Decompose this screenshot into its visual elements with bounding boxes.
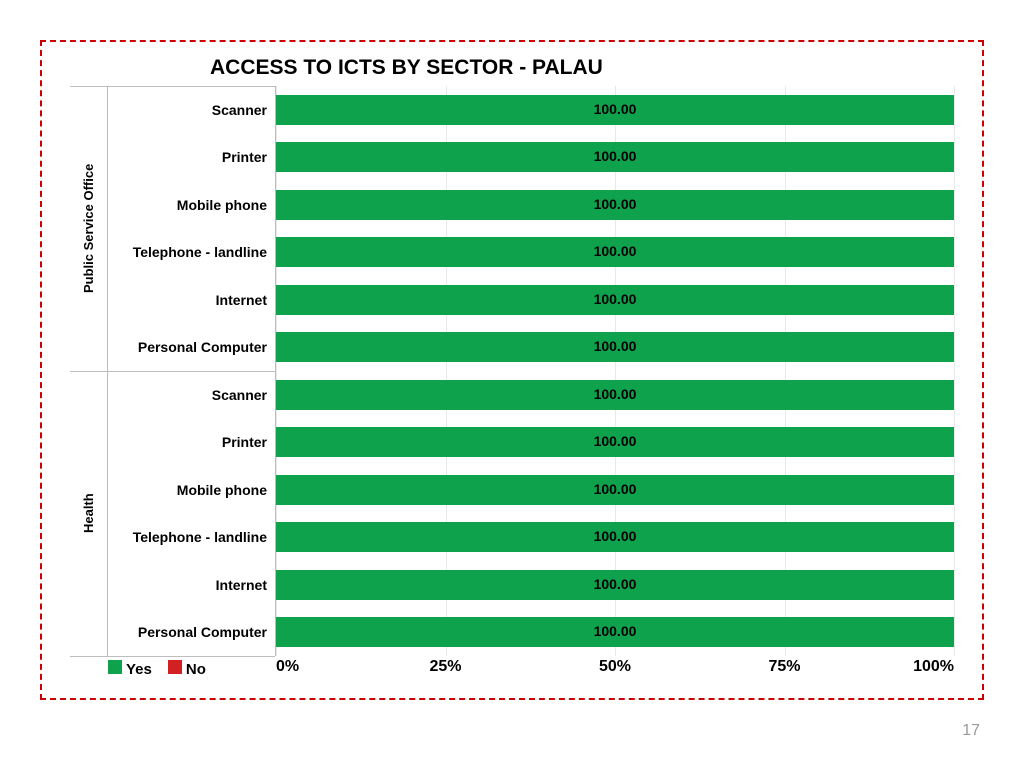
bar-yes xyxy=(276,617,954,647)
chart-area: Public Service OfficeHealth ScannerPrint… xyxy=(70,86,954,656)
page-number: 17 xyxy=(962,722,980,740)
bar-yes xyxy=(276,332,954,362)
bar-yes xyxy=(276,237,954,267)
category-label: Mobile phone xyxy=(108,181,267,229)
x-tick: 0% xyxy=(276,658,299,676)
legend-no: No xyxy=(168,660,206,678)
chart-frame: ACCESS TO ICTS BY SECTOR - PALAU Public … xyxy=(40,40,984,700)
bar-yes xyxy=(276,95,954,125)
square-icon xyxy=(108,660,122,674)
group-label: Public Service Office xyxy=(70,86,108,371)
bar-yes xyxy=(276,427,954,457)
category-label: Internet xyxy=(108,276,267,324)
category-label: Mobile phone xyxy=(108,466,267,514)
x-tick: 50% xyxy=(599,658,631,676)
category-label: Printer xyxy=(108,134,267,182)
category-label: Scanner xyxy=(108,371,267,419)
category-axis: ScannerPrinterMobile phoneTelephone - la… xyxy=(108,86,276,656)
x-tick: 25% xyxy=(429,658,461,676)
legend-yes: Yes xyxy=(108,660,152,678)
category-label: Scanner xyxy=(108,86,267,134)
category-label: Telephone - landline xyxy=(108,229,267,277)
square-icon xyxy=(168,660,182,674)
legend: Yes No xyxy=(70,660,276,678)
bar-yes xyxy=(276,380,954,410)
x-tick: 75% xyxy=(768,658,800,676)
bar-yes xyxy=(276,522,954,552)
legend-yes-label: Yes xyxy=(126,661,152,678)
bar-yes xyxy=(276,142,954,172)
category-label: Printer xyxy=(108,419,267,467)
legend-no-label: No xyxy=(186,661,206,678)
category-label: Internet xyxy=(108,561,267,609)
bar-yes xyxy=(276,570,954,600)
gridline xyxy=(954,86,955,656)
category-label: Personal Computer xyxy=(108,609,267,657)
group-label: Health xyxy=(70,371,108,656)
x-tick: 100% xyxy=(913,658,954,676)
category-label: Personal Computer xyxy=(108,324,267,372)
bar-yes xyxy=(276,285,954,315)
category-label: Telephone - landline xyxy=(108,514,267,562)
bar-yes xyxy=(276,190,954,220)
plot-area: 100.00100.00100.00100.00100.00100.00100.… xyxy=(276,86,954,656)
x-axis: 0% 25% 50% 75% 100% xyxy=(276,658,954,680)
bottom-axis-row: Yes No 0% 25% 50% 75% 100% xyxy=(70,658,954,680)
chart-title: ACCESS TO ICTS BY SECTOR - PALAU xyxy=(210,56,954,80)
bar-yes xyxy=(276,475,954,505)
